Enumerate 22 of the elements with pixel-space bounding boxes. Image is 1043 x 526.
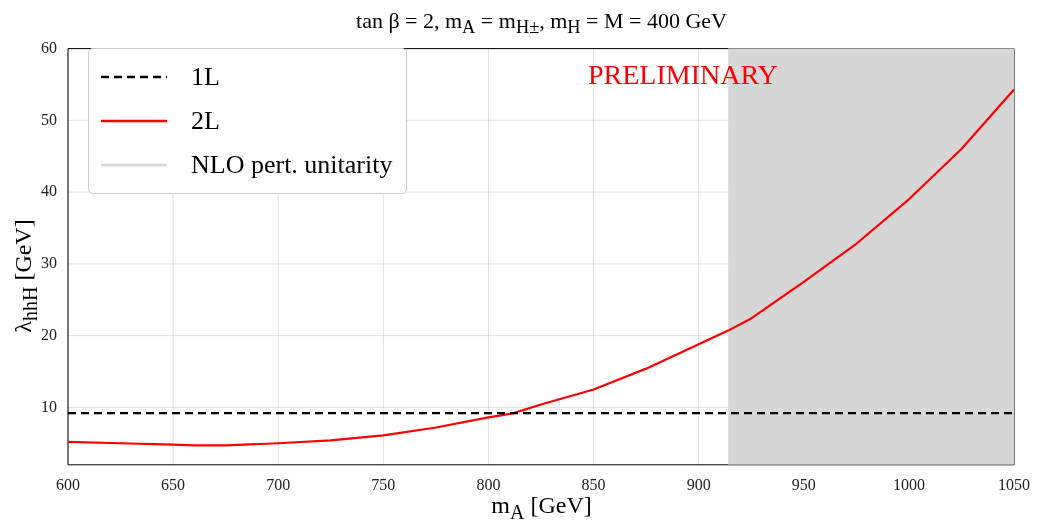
chart-title: tan β = 2, m$_{A}$ = m$_{H±}$, m$_{H}$ = M = 400 GeV xyxy=(355,8,728,39)
legend-label: 2L xyxy=(191,106,220,136)
x-tick-label: 1000 xyxy=(892,475,925,493)
y-tick-label: 50 xyxy=(41,110,57,128)
x-tick-label: 1050 xyxy=(998,475,1030,493)
x-tick-label: 950 xyxy=(791,475,816,493)
legend-label: NLO pert. unitarity xyxy=(191,150,393,180)
legend-label: 1L xyxy=(191,62,220,92)
y-tick-label: 10 xyxy=(41,397,57,415)
x-tick-label: 850 xyxy=(581,475,606,493)
y-tick-label: 20 xyxy=(41,325,57,343)
x-tick-label: 900 xyxy=(686,475,711,493)
x-tick-label: 700 xyxy=(266,475,291,493)
x-tick-label: 600 xyxy=(56,475,80,493)
annotation: PRELIMINARY xyxy=(588,58,778,90)
x-axis-title: m$_{A}$ [GeV] xyxy=(490,492,593,524)
y-tick-label: 40 xyxy=(41,182,57,200)
x-tick-label: 800 xyxy=(476,475,501,493)
x-tick-label: 650 xyxy=(161,475,186,493)
x-tick-label: 750 xyxy=(371,475,396,493)
y-tick-label: 30 xyxy=(41,254,57,272)
y-tick-label: 60 xyxy=(41,38,57,56)
